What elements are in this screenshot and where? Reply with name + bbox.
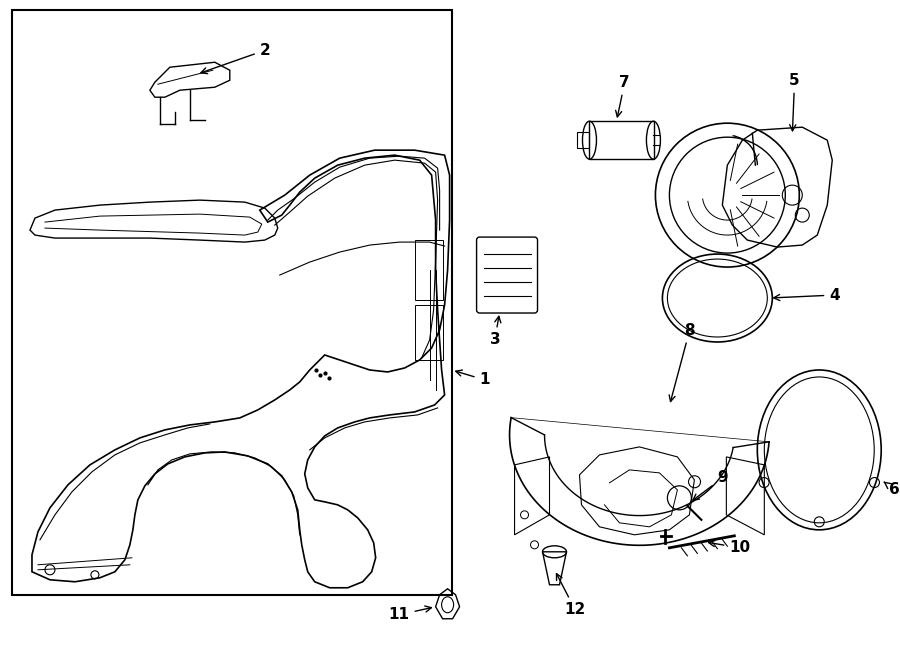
Bar [415, 305, 443, 360]
Text: 3: 3 [490, 317, 500, 348]
Text: 6: 6 [884, 482, 900, 497]
Text: 7: 7 [616, 75, 630, 117]
Bar [578, 132, 590, 148]
Bar [590, 121, 654, 159]
Text: 11: 11 [389, 606, 431, 622]
Text: 10: 10 [708, 540, 751, 555]
Bar [415, 240, 443, 300]
Text: 1: 1 [455, 370, 490, 387]
Text: 5: 5 [789, 73, 800, 131]
Text: 2: 2 [201, 43, 271, 73]
Text: 4: 4 [774, 288, 840, 303]
Text: 9: 9 [693, 471, 728, 500]
Text: 8: 8 [670, 323, 695, 401]
Text: 12: 12 [556, 574, 586, 617]
Bar [12, 11, 452, 595]
